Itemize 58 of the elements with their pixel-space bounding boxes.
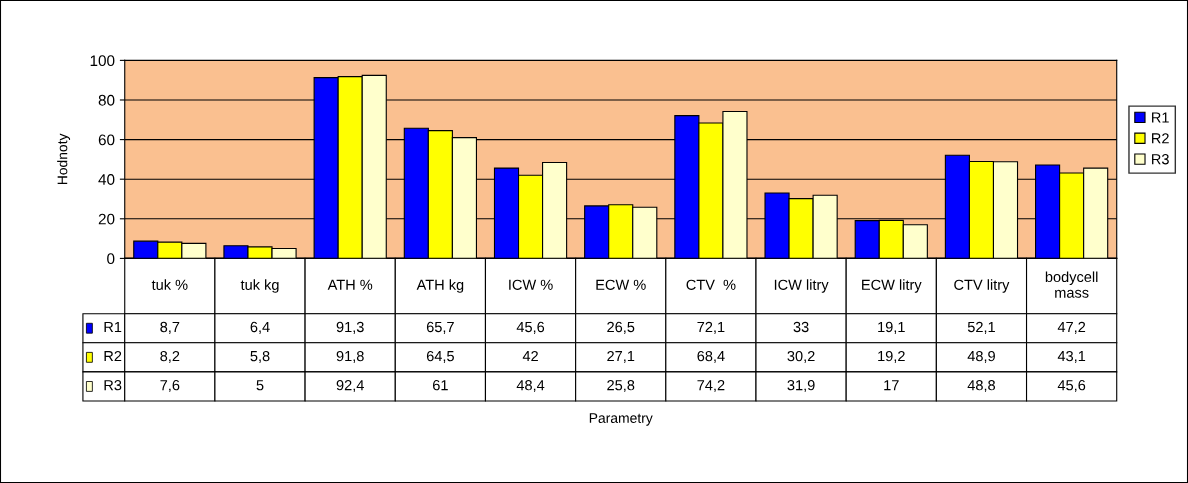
- data-label: 5: [256, 380, 264, 391]
- legend-label: R1: [104, 321, 122, 333]
- x-tick-label: ECW litry: [862, 279, 922, 293]
- data-label: 27,1: [607, 350, 635, 363]
- x-tick-label: bodycell mass: [1045, 271, 1098, 298]
- data-label: 42: [522, 350, 538, 362]
- x-tick-label: CTV %: [686, 279, 736, 290]
- data-label: 72,1: [697, 321, 725, 334]
- data-label: 43,1: [1057, 350, 1086, 363]
- data-label: 25,8: [607, 380, 635, 393]
- legend-label: R3: [1152, 154, 1169, 165]
- data-label: 65,7: [426, 321, 454, 334]
- y-tick-label: 20: [98, 213, 115, 225]
- data-label: 47,2: [1057, 321, 1086, 334]
- data-label: 17: [884, 380, 899, 391]
- x-tick-label: ECW %: [596, 279, 646, 290]
- data-label: 6,4: [250, 321, 270, 334]
- data-label: 91,8: [336, 350, 364, 363]
- data-label: 64,5: [426, 350, 454, 363]
- text: R3: [104, 380, 122, 391]
- data-label: 61: [433, 380, 448, 391]
- text: Parametry: [589, 413, 653, 426]
- data-label: 48,9: [967, 350, 995, 363]
- data-label: 26,5: [607, 321, 635, 334]
- y-tick-label: 40: [98, 174, 115, 185]
- y-tick-label: 60: [98, 134, 115, 146]
- legend-label: R2: [1152, 133, 1169, 144]
- data-label: 19,1: [878, 321, 905, 334]
- text: R2: [104, 350, 122, 362]
- data-label: 33: [793, 321, 809, 333]
- data-label: 48,4: [516, 380, 545, 393]
- data-label: 31,9: [787, 380, 815, 393]
- data-label: 19,2: [878, 350, 905, 363]
- data-label: 68,4: [697, 350, 725, 363]
- y-axis-title: Hodnoty: [57, 133, 71, 185]
- data-label: 45,6: [516, 321, 545, 334]
- data-label: 74,2: [697, 380, 725, 393]
- x-tick-label: ATH kg: [416, 279, 464, 293]
- data-label: 91,3: [336, 321, 364, 334]
- x-tick-label: CTV litry: [954, 279, 1010, 293]
- data-label: 8,7: [160, 321, 180, 334]
- y-tick-label: 80: [98, 94, 115, 106]
- data-label: 30,2: [787, 350, 815, 363]
- y-tick-label: 100: [90, 55, 115, 67]
- y-tick-label: 0: [107, 253, 115, 265]
- text: R1: [1152, 112, 1169, 123]
- data-label: 5,8: [250, 350, 270, 363]
- x-tick-label: ICW %: [509, 279, 553, 290]
- x-tick-label: ATH %: [327, 279, 373, 290]
- data-label: 52,1: [967, 321, 995, 334]
- data-label: 48,8: [967, 380, 996, 393]
- x-tick-label: tuk %: [151, 279, 188, 290]
- data-label: 8,2: [160, 350, 180, 363]
- x-tick-label: tuk kg: [240, 279, 279, 293]
- data-label: 7,6: [160, 380, 180, 393]
- data-label: 92,4: [336, 380, 364, 393]
- x-tick-label: ICW litry: [774, 279, 829, 293]
- data-label: 45,6: [1057, 380, 1086, 393]
